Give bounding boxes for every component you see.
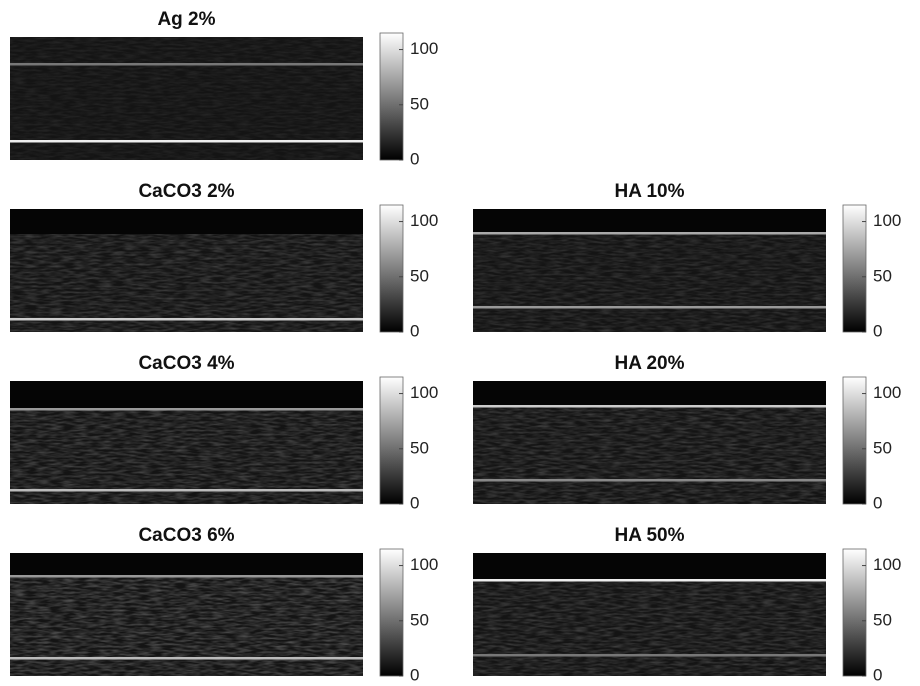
colorbar-tick-label: 0 [410,321,419,340]
colorbar-tick-label: 0 [410,493,419,512]
panel: Ag 2% 0 50 100 [10,9,438,168]
panel: HA 50% 0 50 100 [473,525,901,684]
colorbar-tick-label: 100 [410,211,438,230]
figure: Ag 2%050100CaCO3 2%050100HA 10%050100CaC… [0,0,920,686]
reflection-line [473,579,826,582]
colorbar [380,549,403,676]
reflection-line [10,575,363,578]
colorbar [380,205,403,332]
colorbar-tick-label: 100 [873,211,901,230]
colorbar-tick-label: 0 [410,149,419,168]
image-noise [473,580,826,676]
panel: CaCO3 4% 0 50 100 [10,353,438,512]
colorbar-tick-label: 50 [410,94,429,113]
image-band [473,209,826,233]
colorbar [380,377,403,504]
image-band [10,381,363,409]
colorbar-tick-label: 50 [873,438,892,457]
reflection-line [10,318,363,321]
colorbar [843,549,866,676]
reflection-line [473,654,826,657]
colorbar-tick-label: 50 [410,610,429,629]
reflection-line [473,405,826,408]
reflection-line [10,63,363,66]
panel-title: CaCO3 2% [138,181,234,202]
panel-title: HA 20% [614,353,684,374]
reflection-line [10,489,363,492]
reflection-line [473,479,826,482]
image-band [473,381,826,405]
panel-title: HA 10% [614,181,684,202]
panel-title: Ag 2% [157,9,215,30]
image-band [473,553,826,580]
reflection-line [10,140,363,143]
colorbar-tick-label: 50 [410,438,429,457]
panel-title: HA 50% [614,525,684,546]
reflection-line [10,408,363,411]
colorbar-tick-label: 100 [873,555,901,574]
colorbar-tick-label: 0 [873,493,882,512]
panel-title: CaCO3 4% [138,353,234,374]
colorbar-tick-label: 100 [410,39,438,58]
panel: HA 20% 0 50 100 [473,353,901,512]
panel: CaCO3 6% 0 50 100 [10,525,438,684]
panel-title: CaCO3 6% [138,525,234,546]
colorbar [843,205,866,332]
colorbar-tick-label: 50 [873,266,892,285]
colorbar-tick-label: 0 [410,665,419,684]
colorbar-tick-label: 100 [873,383,901,402]
reflection-line [473,306,826,309]
image-band [10,553,363,575]
image-noise [10,234,363,332]
colorbar-tick-label: 100 [410,555,438,574]
image-noise [473,405,826,504]
colorbar-tick-label: 100 [410,383,438,402]
colorbar [380,33,403,160]
colorbar-tick-label: 50 [873,610,892,629]
panel: HA 10% 0 50 100 [473,181,901,340]
image-band [10,209,363,234]
panel: CaCO3 2% 0 50 100 [10,181,438,340]
reflection-line [10,657,363,660]
reflection-line [473,232,826,235]
image-noise [10,575,363,676]
colorbar-tick-label: 0 [873,665,882,684]
colorbar [843,377,866,504]
colorbar-tick-label: 50 [410,266,429,285]
image-noise [473,233,826,332]
colorbar-tick-label: 0 [873,321,882,340]
